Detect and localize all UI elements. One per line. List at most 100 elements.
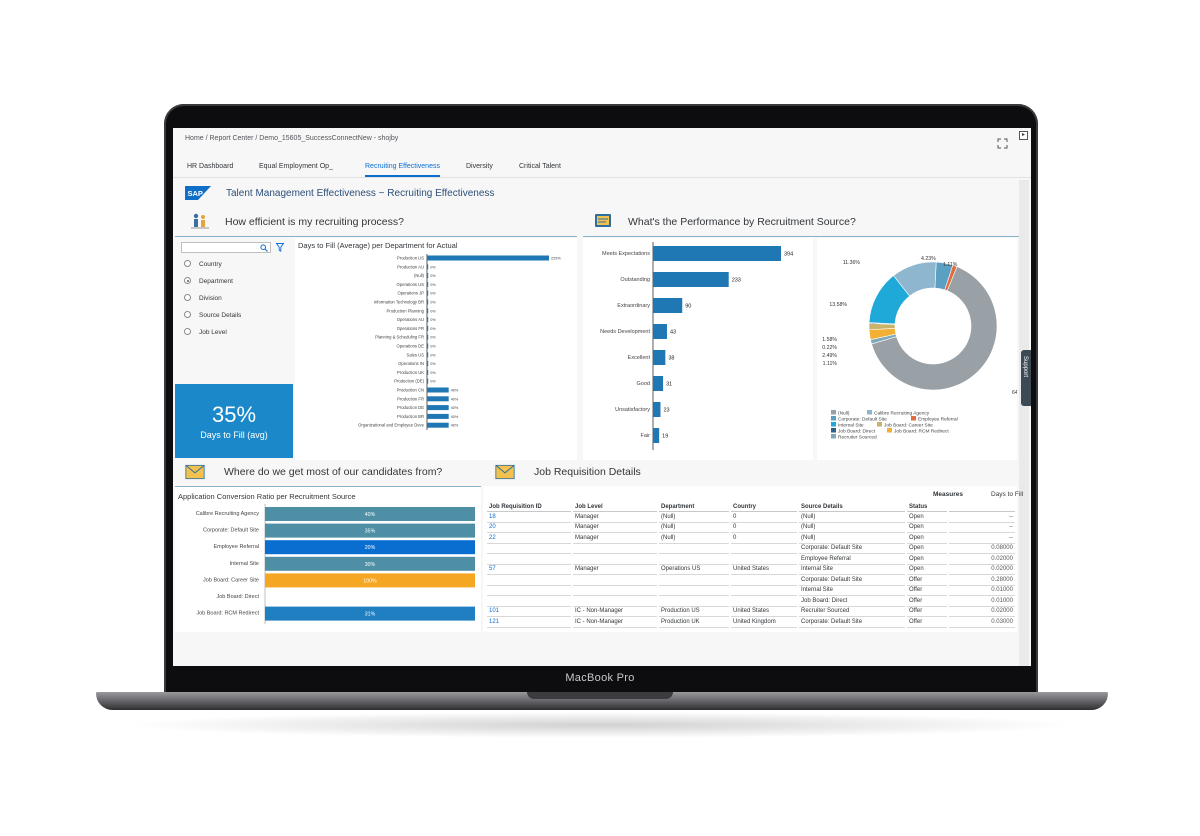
- bar[interactable]: [427, 264, 429, 270]
- support-button[interactable]: Support: [1021, 350, 1031, 406]
- pie-slice[interactable]: [893, 261, 937, 297]
- requisition-id-link[interactable]: 101: [487, 607, 571, 617]
- tab-recruiting-effectiveness[interactable]: Recruiting Effectiveness: [365, 163, 440, 177]
- bar[interactable]: [427, 387, 449, 393]
- tab-critical-talent[interactable]: Critical Talent: [519, 163, 561, 170]
- conversion-chart[interactable]: Calibre Recruiting Agency 40% Corporate: D…: [175, 504, 481, 630]
- table-row[interactable]: Employee Referral Open 0.02000: [487, 554, 1015, 565]
- bar[interactable]: [427, 361, 429, 367]
- scrollbar[interactable]: [1019, 180, 1029, 666]
- breadcrumb[interactable]: Home / Report Center / Demo_15605_Succes…: [185, 135, 399, 142]
- bar[interactable]: [653, 428, 660, 443]
- bar[interactable]: [427, 405, 449, 411]
- legend-swatch[interactable]: [867, 410, 872, 415]
- bar[interactable]: [265, 507, 475, 521]
- data-label: 225%: [551, 257, 561, 261]
- table-row[interactable]: 121 IC - Non-Manager Production UK United K…: [487, 617, 1015, 628]
- legend-swatch[interactable]: [831, 416, 836, 421]
- bar[interactable]: [265, 573, 475, 588]
- requisition-id-link[interactable]: 20: [487, 523, 571, 533]
- kpi-tile[interactable]: 35% Days to Fill (avg): [175, 384, 293, 458]
- bar[interactable]: [265, 556, 475, 571]
- table-row[interactable]: 57 Manager Operations US United States Inter…: [487, 565, 1015, 575]
- bar[interactable]: [427, 413, 449, 419]
- requisition-table[interactable]: Job Requisition ID Job Level Department Cou…: [485, 502, 1017, 628]
- bar[interactable]: [427, 396, 449, 402]
- bar[interactable]: [265, 523, 475, 538]
- table-row[interactable]: Corporate: Default Site Open 0.08000: [487, 544, 1015, 554]
- bar[interactable]: [427, 334, 429, 340]
- bar[interactable]: [427, 343, 429, 349]
- bar[interactable]: [653, 246, 781, 261]
- bar[interactable]: [653, 376, 664, 391]
- bar[interactable]: [265, 606, 475, 621]
- performance-chart[interactable]: Meets Expectations 394 Outstanding 233 Extra…: [583, 240, 813, 450]
- legend-swatch[interactable]: [831, 422, 836, 427]
- legend-swatch[interactable]: [887, 428, 892, 433]
- column-header[interactable]: [949, 502, 1015, 512]
- table-row[interactable]: Job Board: Direct Offer 0.01000: [487, 596, 1015, 607]
- bar[interactable]: [427, 308, 429, 314]
- bar[interactable]: [427, 281, 429, 287]
- filter-option-country[interactable]: Country: [184, 260, 222, 268]
- table-row[interactable]: 101 IC - Non-Manager Production US United S…: [487, 607, 1015, 617]
- bar[interactable]: [427, 378, 429, 384]
- days-to-fill-chart[interactable]: Production US 225% Production AU 0% (Null) 0%…: [295, 250, 577, 446]
- bar[interactable]: [653, 350, 666, 365]
- bar[interactable]: [427, 317, 429, 323]
- bar[interactable]: [427, 290, 429, 296]
- bar[interactable]: [427, 325, 429, 331]
- column-header[interactable]: Department: [659, 502, 729, 512]
- column-header[interactable]: Country: [731, 502, 797, 512]
- table-row[interactable]: 18 Manager (Null) 0 (Null) Open --: [487, 512, 1015, 523]
- tab-equal-employment[interactable]: Equal Employment Op_: [259, 163, 333, 170]
- legend-swatch[interactable]: [911, 416, 916, 421]
- bar[interactable]: [653, 324, 667, 339]
- bar[interactable]: [427, 422, 449, 428]
- filter-option-division[interactable]: Division: [184, 294, 222, 302]
- filter-icon[interactable]: [276, 243, 284, 252]
- bar[interactable]: [427, 273, 429, 279]
- table-row[interactable]: 20 Manager (Null) 0 (Null) Open --: [487, 523, 1015, 533]
- tick-label: Calibre Recruiting Agency: [196, 511, 260, 517]
- requisition-id-link[interactable]: 18: [487, 512, 571, 523]
- table-row[interactable]: Internal Site Offer 0.01000: [487, 586, 1015, 596]
- search-icon[interactable]: [260, 244, 268, 252]
- expand-corner-icon[interactable]: ▸: [1019, 131, 1028, 140]
- legend-swatch[interactable]: [831, 434, 836, 439]
- bar[interactable]: [427, 255, 549, 261]
- bar[interactable]: [653, 402, 661, 417]
- column-header[interactable]: Source Details: [799, 502, 905, 512]
- table-row[interactable]: Corporate: Default Site Offer 0.28000: [487, 575, 1015, 586]
- column-header[interactable]: Job Level: [573, 502, 657, 512]
- bar[interactable]: [653, 272, 729, 287]
- table-row[interactable]: 22 Manager (Null) 0 (Null) Open --: [487, 533, 1015, 544]
- bar[interactable]: [265, 540, 475, 555]
- radio-button-selected[interactable]: [184, 277, 191, 284]
- legend-swatch[interactable]: [877, 422, 882, 427]
- column-header[interactable]: Status: [907, 502, 947, 512]
- requisition-id-link[interactable]: 57: [487, 565, 571, 575]
- tab-diversity[interactable]: Diversity: [466, 163, 493, 170]
- filter-option-job-level[interactable]: Job Level: [184, 328, 227, 336]
- fullscreen-icon[interactable]: [997, 138, 1008, 149]
- search-input[interactable]: [181, 242, 271, 253]
- requisition-id-link[interactable]: 22: [487, 533, 571, 544]
- filter-option-department[interactable]: Department: [184, 277, 233, 285]
- radio-button[interactable]: [184, 260, 191, 267]
- bar[interactable]: [427, 352, 429, 358]
- legend-swatch[interactable]: [831, 410, 836, 415]
- pie-slice[interactable]: [871, 266, 998, 391]
- bar[interactable]: [427, 299, 429, 305]
- radio-button[interactable]: [184, 328, 191, 335]
- requisition-id-link[interactable]: 121: [487, 617, 571, 628]
- bar[interactable]: [653, 298, 683, 313]
- radio-button[interactable]: [184, 311, 191, 318]
- radio-button[interactable]: [184, 294, 191, 301]
- column-header[interactable]: Job Requisition ID: [487, 502, 571, 512]
- legend-swatch[interactable]: [831, 428, 836, 433]
- source-donut-chart[interactable]: 4.23% 1.11% 64.37% 1.11% 2.49% 1.58% 0.22% 13.5…: [817, 238, 1017, 460]
- bar[interactable]: [427, 369, 429, 375]
- tab-hr-dashboard[interactable]: HR Dashboard: [187, 163, 234, 170]
- filter-option-source-details[interactable]: Source Details: [184, 311, 241, 319]
